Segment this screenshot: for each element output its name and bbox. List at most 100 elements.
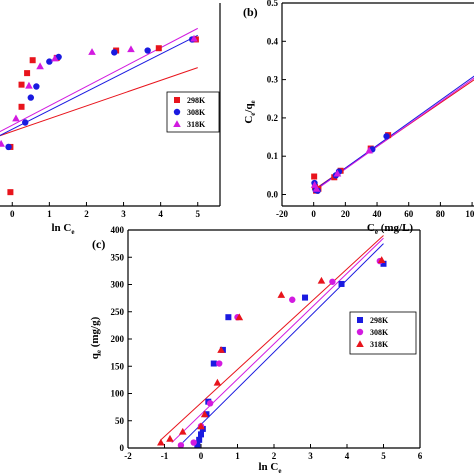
panel-c-fits [160, 235, 384, 443]
panel-b-ytick-label: 0.2 [267, 113, 279, 123]
panel-c-point-308K [289, 296, 296, 303]
panel-c-xtick-label: 2 [272, 451, 277, 461]
panel-c-ytick-label: 250 [111, 307, 125, 317]
panel-b-xtick-label: 60 [404, 209, 414, 219]
panel-c-ytick-label: 300 [111, 280, 125, 290]
panel-a-legend-marker-318K [173, 120, 181, 127]
panel-b: (b) -20 0 20 40 60 80 100 0.0 0.1 0.2 0.3 0.4 0.5 Ce… [243, 0, 474, 236]
panel-a: 0 1 2 3 4 5 298K 308K 318K ln Ce [0, 3, 221, 236]
panel-c-xtick-label: 3 [308, 451, 313, 461]
panel-a-legend-label: 308K [187, 108, 206, 117]
panel-a-ticks: 0 1 2 3 4 5 [10, 202, 200, 219]
panel-c-point-318K [217, 346, 225, 353]
panel-b-ticks: -20 0 20 40 60 80 100 0.0 0.1 0.2 0.3 0.4 0.5 [267, 0, 474, 219]
panel-a-point-298K [7, 189, 14, 196]
panel-c: (c) -2 -1 0 1 2 3 4 5 6050100150200250300350400 … [89, 225, 423, 474]
panel-c-ticks: -2 -1 0 1 2 3 4 5 6 0 50 100 150 200 250 300 350 400 [111, 225, 423, 461]
panel-c-xtick-label: -1 [161, 451, 169, 461]
panel-a-point-318K [12, 114, 20, 122]
panel-a-point-308K [144, 47, 151, 54]
panel-a-xtick-label: 0 [10, 209, 15, 219]
panel-c-point-298K [380, 260, 387, 267]
panel-c-point-318K [213, 378, 222, 386]
panel-a-point-318K [25, 81, 33, 89]
panel-c-marks [157, 256, 387, 448]
panel-c-ytick-label: 350 [111, 252, 125, 262]
panel-c-point-318K [377, 256, 386, 263]
panel-a-xtick-label: 2 [84, 209, 89, 219]
panel-c-point-298K [196, 436, 203, 443]
panel-a-legend-marker-298K [174, 97, 180, 103]
panel-c-legend-marker-318K [356, 340, 364, 347]
panel-c-point-298K [210, 360, 217, 367]
panel-c-legend-label: 308K [370, 328, 389, 337]
panel-b-ytick-label: 0.4 [267, 36, 279, 46]
panel-a-point-318K [0, 139, 5, 147]
panel-c-point-298K [225, 314, 232, 321]
panel-c-point-318K [235, 313, 244, 321]
panel-c-legend-label: 298K [370, 316, 389, 325]
panel-c-ytick-label: 50 [115, 416, 125, 426]
panel-a-legend-label: 298K [187, 96, 206, 105]
panel-c-point-318K [197, 422, 205, 430]
panel-c-xlabel: ln Ce [259, 461, 282, 474]
panel-c-xtick-label: 5 [381, 451, 386, 461]
panel-b-ylabel: Ce/qe [243, 100, 257, 123]
panel-a-point-308K [27, 94, 35, 101]
panel-a-point-318K [88, 48, 96, 55]
panel-a-xlabel: ln Ce [52, 222, 75, 236]
panel-c-xtick-label: 4 [345, 451, 350, 461]
panel-c-point-298K [198, 431, 204, 438]
panel-a-point-318K [190, 34, 198, 42]
panel-b-ytick-label: 0.5 [267, 0, 279, 8]
panel-b-point-298K [311, 173, 318, 180]
panel-a-legend-label: 318K [187, 120, 206, 129]
panel-b-point-318K [312, 184, 321, 192]
panel-c-point-308K [329, 278, 336, 285]
panel-a-point-308K [33, 83, 40, 90]
panel-a-marks [0, 34, 199, 196]
panel-b-xtick-label: 80 [436, 209, 446, 219]
panel-c-point-298K [302, 294, 309, 301]
panel-a-point-308K [111, 49, 118, 56]
panel-c-ytick-label: 400 [111, 225, 125, 235]
panel-c-point-298K [194, 442, 201, 448]
panel-b-point-318K [333, 169, 342, 177]
panel-a-point-298K [29, 57, 36, 64]
panel-a-point-318K [51, 54, 59, 62]
panel-a-point-298K [155, 45, 162, 52]
panel-b-marks [310, 132, 392, 194]
panel-b-xlabel: Ce (mg/L) [367, 222, 414, 236]
panel-a-point-298K [18, 103, 25, 110]
panel-b-point-308K [383, 133, 390, 140]
panel-c-point-318K [317, 276, 326, 284]
panel-a-point-298K [24, 70, 31, 77]
panel-a-point-318K [36, 62, 44, 70]
panel-c-fit-line-318K [160, 235, 384, 441]
panel-c-legend-marker-298K [357, 317, 363, 323]
panel-c-fit-line-308K [171, 237, 384, 443]
panel-c-ytick-label: 150 [111, 361, 125, 371]
panel-b-xtick-label: 20 [341, 209, 351, 219]
panel-c-point-318K [166, 434, 174, 442]
panel-c-point-308K [190, 439, 197, 446]
panel-b-ytick-label: 0.1 [267, 151, 279, 161]
panel-b-point-318K [365, 146, 373, 154]
panel-c-point-308K [177, 442, 185, 448]
panel-b-ytick-label: 0.0 [267, 190, 279, 200]
panel-c-point-318K [178, 427, 187, 435]
panel-c-ylabel: qe (mg/g) [89, 316, 103, 359]
panel-c-ytick-label: 200 [111, 334, 125, 344]
panel-c-point-298K [338, 280, 345, 287]
panel-a-xtick-label: 3 [121, 209, 126, 219]
panel-c-xtick-label: -2 [124, 451, 132, 461]
panel-b-xtick-label: -20 [276, 209, 288, 219]
panel-c-fit-line-298K [182, 243, 384, 443]
panel-a-xtick-label: 4 [158, 209, 163, 219]
panel-b-ytick-label: 0.3 [267, 75, 279, 85]
panel-b-xtick-label: 0 [311, 209, 316, 219]
panel-c-legend: 298K 308K 318K [349, 311, 417, 355]
panel-a-point-308K [5, 143, 12, 151]
panel-c-point-318K [157, 438, 165, 446]
